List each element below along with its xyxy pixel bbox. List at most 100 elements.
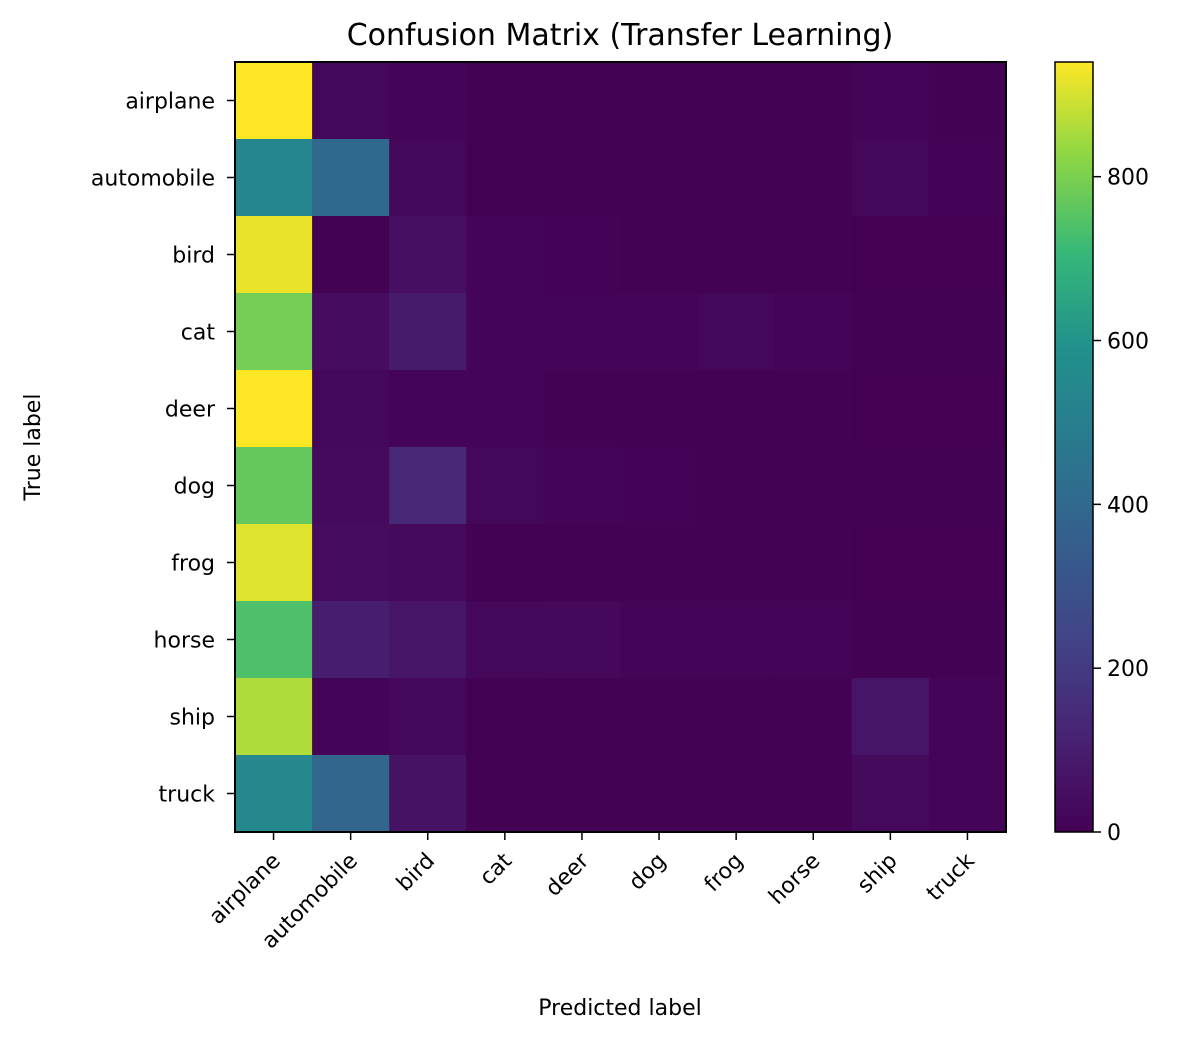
heatmap-cell [928, 293, 1007, 371]
heatmap-cell [312, 139, 390, 217]
heatmap-cell [851, 524, 930, 602]
heatmap-cell [389, 62, 467, 140]
heatmap-cell [851, 62, 930, 140]
x-tick-label: horse [764, 849, 825, 910]
heatmap-cell [928, 139, 1007, 217]
heatmap-cell [235, 293, 313, 371]
x-tick-label: airplane [205, 849, 286, 930]
heatmap-cell [620, 524, 699, 602]
heatmap-cell [851, 293, 930, 371]
x-tick-label: cat [475, 848, 517, 890]
heatmap-cell [543, 216, 622, 294]
y-ticks: airplane automobile bird cat deer dog frog hors… [91, 90, 235, 808]
y-tick-label: ship [170, 706, 215, 731]
heatmap-cell [851, 216, 930, 294]
heatmap-cell [235, 678, 313, 756]
x-tick-label: frog [700, 849, 749, 898]
heatmap-cell [620, 370, 699, 448]
heatmap-cell [312, 447, 390, 525]
heatmap-cell [851, 601, 930, 679]
heatmap-cell [851, 139, 930, 217]
heatmap-cell [389, 139, 467, 217]
heatmap-cell [774, 524, 853, 602]
y-tick-label: automobile [91, 167, 215, 192]
y-tick-label: airplane [125, 90, 215, 115]
heatmap-cell [928, 62, 1007, 140]
y-tick-label: bird [172, 244, 215, 269]
heatmap-cell [774, 447, 853, 525]
heatmap-cell [312, 524, 390, 602]
colorbar-tick-label: 400 [1107, 493, 1149, 518]
heatmap-cell [389, 370, 467, 448]
heatmap-cell [697, 524, 776, 602]
heatmap-cell [620, 293, 699, 371]
heatmap-cell [928, 370, 1007, 448]
heatmap-cell [928, 601, 1007, 679]
heatmap-cell [774, 601, 853, 679]
heatmap-cell [697, 62, 776, 140]
x-tick-label: dog [624, 849, 671, 896]
heatmap-cell [928, 524, 1007, 602]
heatmap-cell [389, 447, 467, 525]
heatmap-cell [543, 755, 622, 833]
heatmap-cell [466, 293, 544, 371]
heatmap-cell [466, 62, 544, 140]
heatmap-cell [620, 755, 699, 833]
heatmap-cell [928, 678, 1007, 756]
heatmap-cell [543, 678, 622, 756]
heatmap-cell [235, 524, 313, 602]
heatmap-cell [774, 293, 853, 371]
heatmap-cell [620, 216, 699, 294]
heatmap-cell [774, 678, 853, 756]
y-tick-label: cat [181, 321, 216, 346]
heatmap-cell [312, 601, 390, 679]
heatmap-cells [235, 62, 1007, 833]
heatmap-cell [620, 447, 699, 525]
heatmap-cell [928, 447, 1007, 525]
heatmap-cell [620, 62, 699, 140]
heatmap-cell [620, 139, 699, 217]
heatmap-cell [235, 370, 313, 448]
heatmap-cell [389, 524, 467, 602]
heatmap-cell [543, 139, 622, 217]
heatmap-cell [235, 447, 313, 525]
heatmap-cell [235, 62, 313, 140]
heatmap-cell [697, 216, 776, 294]
plot-frame [234, 61, 1007, 833]
colorbar-tick-label: 600 [1107, 330, 1149, 355]
heatmap-cell [697, 447, 776, 525]
heatmap-cell [697, 370, 776, 448]
y-tick-label: frog [171, 552, 215, 577]
heatmap-cell [774, 370, 853, 448]
heatmap-cell [774, 755, 853, 833]
x-tick-label: truck [922, 848, 980, 906]
heatmap-cell [697, 601, 776, 679]
heatmap-cell [466, 755, 544, 833]
heatmap-cell [697, 678, 776, 756]
heatmap-cell [312, 370, 390, 448]
heatmap-cell [774, 216, 853, 294]
colorbar-tick-label: 200 [1107, 657, 1149, 682]
heatmap-cell [312, 62, 390, 140]
colorbar-tick-label: 800 [1107, 166, 1149, 191]
y-axis-label: True label [21, 394, 46, 502]
x-axis-label: Predicted label [538, 996, 701, 1021]
colorbar [1054, 61, 1094, 833]
x-tick-label: bird [392, 849, 440, 897]
y-tick-label: horse [154, 629, 215, 654]
heatmap-cell [466, 601, 544, 679]
heatmap-cell [466, 139, 544, 217]
heatmap-cell [235, 139, 313, 217]
chart-title: Confusion Matrix (Transfer Learning) [347, 18, 894, 53]
heatmap-cell [466, 216, 544, 294]
heatmap-cell [466, 370, 544, 448]
heatmap-cell [312, 216, 390, 294]
x-tick-label: deer [541, 848, 595, 902]
heatmap-cell [235, 755, 313, 833]
y-tick-label: truck [159, 783, 216, 808]
heatmap-cell [543, 370, 622, 448]
heatmap-cell [543, 62, 622, 140]
